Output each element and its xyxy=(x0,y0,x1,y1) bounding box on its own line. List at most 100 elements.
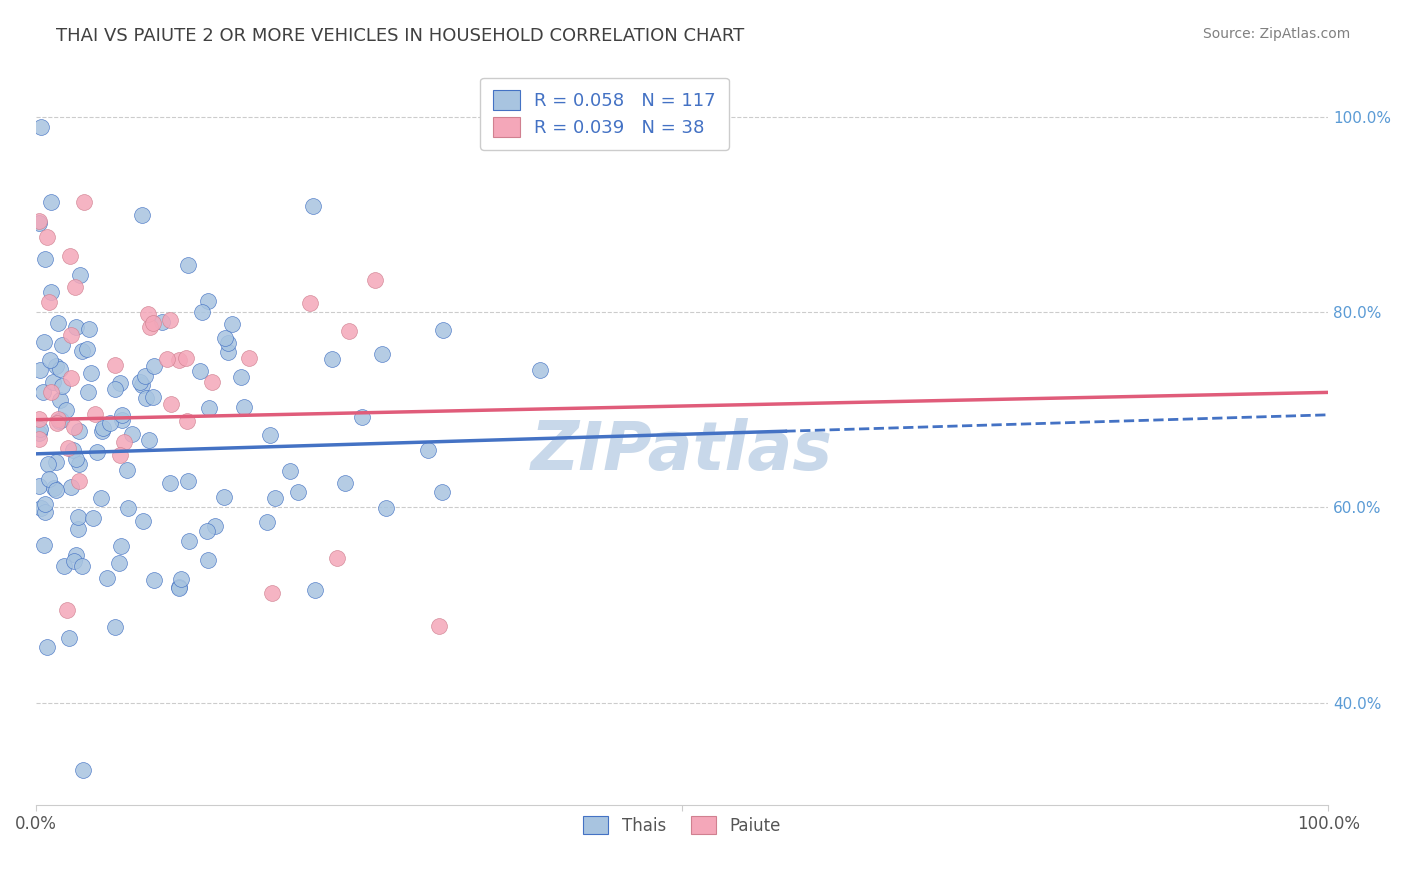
Point xyxy=(45,359,67,373)
Point xyxy=(67,425,90,439)
Point xyxy=(201,375,224,389)
Point xyxy=(46,417,69,431)
Point xyxy=(321,351,343,366)
Point xyxy=(142,390,165,404)
Point xyxy=(159,475,181,490)
Point xyxy=(32,538,55,552)
Point xyxy=(32,335,55,350)
Point xyxy=(432,323,454,337)
Point xyxy=(62,443,84,458)
Point xyxy=(134,368,156,383)
Point xyxy=(139,320,162,334)
Point xyxy=(333,476,356,491)
Point xyxy=(232,400,254,414)
Point xyxy=(131,378,153,392)
Point xyxy=(38,294,60,309)
Point xyxy=(72,195,94,210)
Point xyxy=(115,462,138,476)
Point xyxy=(34,252,56,266)
Point xyxy=(34,497,56,511)
Point xyxy=(111,408,134,422)
Point xyxy=(72,763,94,777)
Point xyxy=(231,370,253,384)
Point xyxy=(177,258,200,272)
Point xyxy=(238,351,260,366)
Point xyxy=(371,347,394,361)
Point xyxy=(82,511,104,525)
Point xyxy=(46,316,69,330)
Point xyxy=(325,550,347,565)
Point xyxy=(256,515,278,529)
Point xyxy=(42,375,65,389)
Point xyxy=(121,426,143,441)
Point xyxy=(59,249,82,263)
Point xyxy=(27,432,49,446)
Point xyxy=(86,445,108,459)
Point xyxy=(55,403,77,417)
Point xyxy=(167,581,190,595)
Point xyxy=(375,501,398,516)
Point xyxy=(143,573,166,587)
Point xyxy=(142,359,165,373)
Point xyxy=(48,362,70,376)
Point xyxy=(37,457,59,471)
Point xyxy=(90,491,112,506)
Point xyxy=(48,414,70,428)
Point xyxy=(337,324,360,338)
Point xyxy=(104,382,127,396)
Point xyxy=(90,424,112,438)
Point xyxy=(278,464,301,478)
Point xyxy=(142,316,165,330)
Point xyxy=(59,480,82,494)
Point xyxy=(45,455,67,469)
Point xyxy=(51,338,73,352)
Point xyxy=(430,485,453,500)
Text: ZIPatlas: ZIPatlas xyxy=(531,418,832,484)
Point xyxy=(51,413,73,427)
Point xyxy=(58,442,80,456)
Point xyxy=(52,559,75,574)
Point xyxy=(56,603,79,617)
Point xyxy=(76,384,98,399)
Point xyxy=(28,426,51,441)
Point xyxy=(352,410,374,425)
Point xyxy=(188,364,211,378)
Point xyxy=(214,490,236,504)
Point xyxy=(39,353,62,368)
Point xyxy=(30,120,52,134)
Point xyxy=(304,582,326,597)
Point xyxy=(364,273,387,287)
Point xyxy=(529,363,551,377)
Point xyxy=(27,479,49,493)
Point xyxy=(298,296,321,310)
Point xyxy=(65,320,87,334)
Point xyxy=(35,640,58,655)
Point xyxy=(27,214,49,228)
Point xyxy=(51,379,73,393)
Point xyxy=(98,416,121,430)
Point xyxy=(217,335,239,350)
Point xyxy=(67,475,90,489)
Point xyxy=(39,285,62,299)
Point xyxy=(170,572,193,586)
Point xyxy=(427,619,450,633)
Point xyxy=(48,392,70,407)
Point xyxy=(159,312,181,326)
Point xyxy=(167,352,190,367)
Point xyxy=(112,434,135,449)
Point xyxy=(416,443,439,458)
Point xyxy=(65,452,87,467)
Point xyxy=(77,322,100,336)
Point xyxy=(138,433,160,447)
Point xyxy=(48,412,70,426)
Point xyxy=(96,570,118,584)
Point xyxy=(160,396,183,410)
Point xyxy=(263,491,285,505)
Point xyxy=(38,472,60,486)
Point xyxy=(108,376,131,390)
Point xyxy=(67,457,90,471)
Point xyxy=(67,522,90,536)
Point xyxy=(79,366,101,380)
Point xyxy=(69,268,91,283)
Point xyxy=(259,427,281,442)
